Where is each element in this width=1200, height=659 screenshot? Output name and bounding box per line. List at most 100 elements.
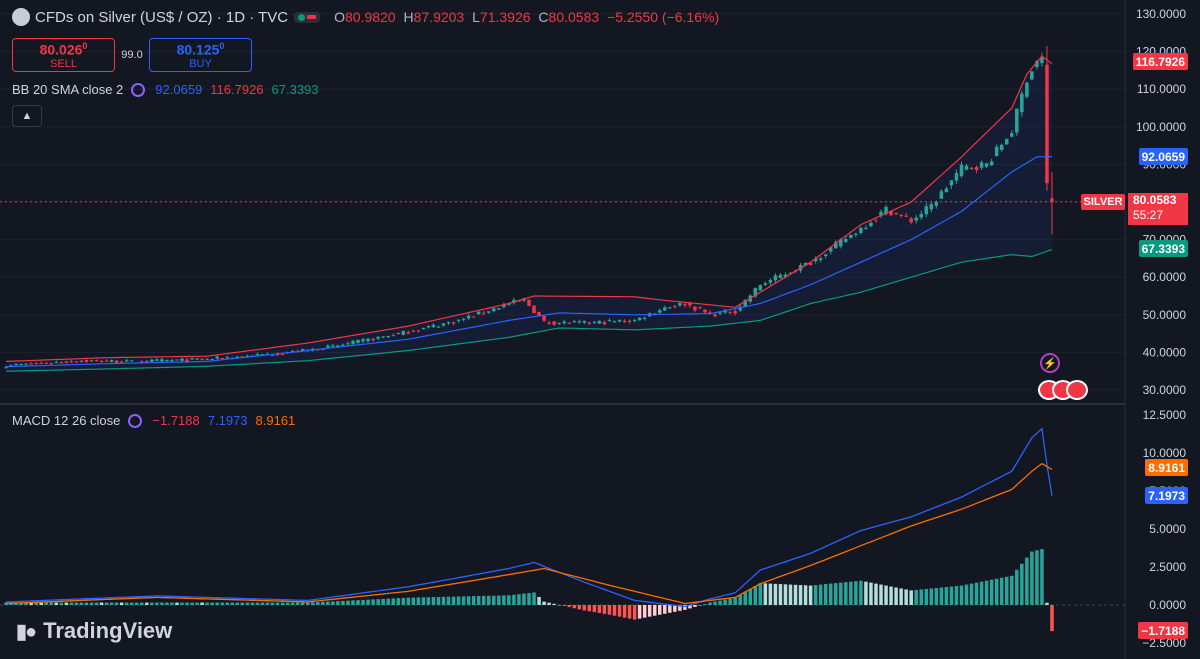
macd-histogram-bar <box>1025 557 1029 605</box>
macd-histogram-bar <box>175 602 179 605</box>
candle-body <box>190 358 194 360</box>
macd-histogram-bar <box>673 605 677 612</box>
macd-histogram-bar <box>617 605 622 617</box>
trade-panel: 80.0260 SELL 99.0 80.1250 BUY <box>12 38 252 72</box>
macd-histogram-bar <box>728 598 732 605</box>
price-axis-tick-label: 100.0000 <box>1136 120 1186 134</box>
candle-body <box>637 317 642 321</box>
candle-body <box>381 336 385 338</box>
macd-histogram-bar <box>718 600 722 605</box>
candle-body <box>1040 57 1044 63</box>
macd-histogram-bar <box>84 602 89 605</box>
collapse-legend-button[interactable]: ▲ <box>12 105 42 127</box>
macd-histogram-bar <box>889 586 893 605</box>
macd-histogram-bar <box>904 589 908 605</box>
macd-histogram-bar <box>607 605 612 615</box>
macd-histogram-bar <box>934 587 939 605</box>
buy-price: 80.1250 <box>177 39 225 57</box>
price-axis-tick-label: 40.0000 <box>1143 345 1187 359</box>
candle-body <box>728 312 732 314</box>
macd-histogram-bar <box>974 582 979 605</box>
macd-histogram-bar <box>285 602 290 605</box>
bollinger-lower-line <box>5 249 1053 372</box>
candle-body <box>984 163 989 167</box>
candle-body <box>773 275 778 281</box>
bar-countdown: 55:27 <box>1133 208 1164 222</box>
market-status-indicator[interactable] <box>294 11 321 23</box>
candle-body <box>180 358 184 361</box>
macd-histogram-bar <box>416 597 421 605</box>
symbol-title[interactable]: CFDs on Silver (US$ / OZ) · 1D · TVC <box>35 8 289 26</box>
bb-legend[interactable]: BB 20 SMA close 2 92.0659 116.7926 67.33… <box>12 82 327 97</box>
buy-button[interactable]: 80.1250 BUY <box>149 38 252 72</box>
tradingview-logo[interactable]: ▮● TradingView <box>16 618 172 644</box>
candle-body <box>869 222 873 227</box>
candle-body <box>617 320 622 322</box>
candle-body <box>733 310 737 314</box>
macd-histogram-bar <box>39 602 43 605</box>
tradingview-logo-icon: ▮● <box>16 620 37 643</box>
macd-histogram-bar <box>431 597 436 605</box>
candle-body <box>29 363 33 365</box>
macd-histogram-bar <box>803 585 808 605</box>
macd-histogram-bar <box>225 602 230 605</box>
macd-histogram-bar <box>828 583 833 605</box>
macd-histogram-bar <box>753 586 758 605</box>
low-value: 71.3926 <box>479 9 531 25</box>
macd-histogram-bar <box>522 593 526 605</box>
macd-histogram-bar <box>371 599 375 605</box>
price-axis-tick-label: 110.0000 <box>1137 82 1186 96</box>
sell-button[interactable]: 80.0260 SELL <box>12 38 115 72</box>
event-lightning-icon[interactable]: ⚡ <box>1040 353 1060 373</box>
sell-price-sup: 0 <box>82 41 88 52</box>
macd-histogram-bar <box>64 602 69 605</box>
macd-signal-line <box>5 462 1053 605</box>
candle-body <box>34 363 38 365</box>
macd-histogram-bar <box>195 602 199 605</box>
candle-body <box>803 262 808 266</box>
macd-histogram-bar <box>361 599 365 605</box>
macd-histogram-bar <box>869 582 873 605</box>
candle-body <box>532 305 536 314</box>
macd-histogram-bar <box>1015 569 1019 605</box>
candle-body <box>527 299 531 306</box>
candle-body <box>401 330 406 335</box>
macd-histogram-bar <box>240 602 245 605</box>
macd-legend[interactable]: MACD 12 26 close −1.7188 7.1973 8.9161 <box>12 413 303 428</box>
macd-histogram-bar <box>778 584 783 605</box>
macd-histogram-bar <box>44 602 48 605</box>
candle-body <box>104 360 109 362</box>
ohlc-values: O80.9820 H87.9203 L71.3926 C80.0583 −5.2… <box>334 9 723 25</box>
macd-histogram-bar <box>255 602 260 605</box>
macd-histogram-bar <box>321 601 325 605</box>
candle-body <box>864 227 868 229</box>
macd-histogram-bar <box>793 584 798 605</box>
candle-body <box>109 360 114 362</box>
candle-body <box>44 362 48 364</box>
us-flag-event-icon[interactable] <box>1066 380 1088 400</box>
macd-histogram-bar <box>668 605 672 613</box>
candle-body <box>914 217 918 221</box>
macd-histogram-bar <box>969 583 974 605</box>
candle-body <box>260 354 265 356</box>
candle-body <box>331 345 335 347</box>
candle-body <box>195 358 199 360</box>
macd-histogram-bar <box>451 596 456 605</box>
change-value: −5.2550 (−6.16%) <box>607 9 720 25</box>
candle-body <box>371 338 375 341</box>
macd-histogram-bar <box>688 605 692 609</box>
macd-histogram-bar <box>210 602 214 605</box>
macd-price-tag: 7.1973 <box>1145 487 1188 504</box>
candle-body <box>74 361 79 363</box>
macd-histogram-bar <box>678 605 682 611</box>
macd-histogram-bar <box>839 582 843 605</box>
candle-body <box>969 167 974 169</box>
macd-histogram-bar <box>984 580 989 605</box>
candle-body <box>557 322 561 324</box>
macd-histogram-bar <box>632 605 637 620</box>
macd-histogram-bar <box>507 595 511 605</box>
candle-body <box>124 360 129 362</box>
symbol-legend: CFDs on Silver (US$ / OZ) · 1D · TVC O80… <box>12 8 723 26</box>
price-axis-tick-label: 30.0000 <box>1143 383 1187 397</box>
